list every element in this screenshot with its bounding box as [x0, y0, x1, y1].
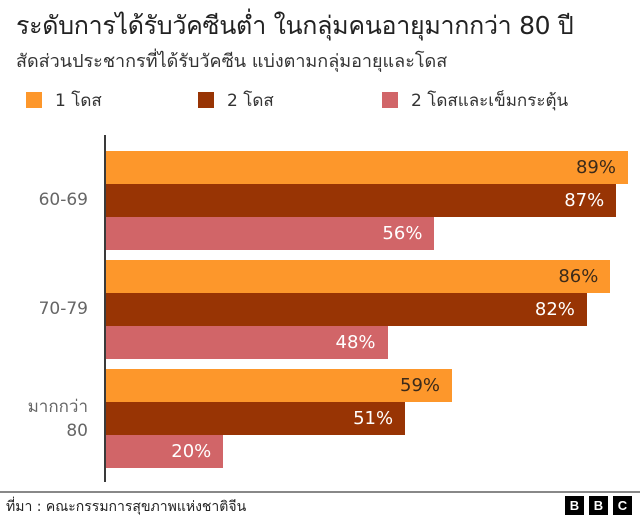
bar-value-label: 89% — [575, 157, 616, 178]
source-text: ที่มา : คณะกรรมการสุขภาพแห่งชาติจีน — [6, 499, 247, 515]
bar: 87% — [106, 184, 617, 217]
chart-title: ระดับการได้รับวัคซีนต่ำ ในกลุ่มคนอายุมาก… — [16, 11, 574, 40]
bar-value-label: 20% — [171, 441, 212, 462]
y-axis-line — [104, 135, 106, 482]
legend-swatch — [26, 92, 42, 108]
legend-label: 1 โดส — [55, 90, 102, 111]
bar-value-label: 59% — [400, 375, 441, 396]
bar-value-label: 87% — [564, 190, 605, 211]
chart-subtitle: สัดส่วนประชากรที่ได้รับวัคซีน แบ่งตามกลุ… — [16, 51, 448, 72]
legend-label: 2 โดส — [227, 90, 274, 111]
category-label: 60-69 — [38, 190, 88, 210]
legend-swatch — [198, 92, 214, 108]
bar: 86% — [106, 260, 611, 293]
category-label-line: 80 — [66, 421, 88, 441]
bar: 82% — [106, 293, 587, 326]
bbc-logo-letter: B — [589, 496, 608, 515]
bar: 20% — [106, 435, 224, 468]
category-label: มากกว่า 80 — [0, 395, 88, 443]
bar-value-label: 51% — [353, 408, 394, 429]
bar-value-label: 48% — [335, 332, 376, 353]
bar: 51% — [106, 402, 406, 435]
category-label: 70-79 — [38, 299, 88, 319]
legend-item-2-dose-booster: 2 โดสและเข็มกระตุ้น — [382, 90, 568, 111]
bar-value-label: 86% — [558, 266, 599, 287]
bar: 56% — [106, 217, 435, 250]
legend-swatch — [382, 92, 398, 108]
footer-divider — [0, 491, 640, 493]
bar-value-label: 56% — [382, 223, 423, 244]
bar: 48% — [106, 326, 388, 359]
bbc-logo-letter: B — [565, 496, 584, 515]
bbc-logo-letter: C — [613, 496, 632, 515]
bar: 59% — [106, 369, 453, 402]
bar-value-label: 82% — [534, 299, 575, 320]
bbc-logo: B B C — [565, 496, 632, 515]
legend-item-2-dose: 2 โดส — [198, 90, 274, 111]
category-label-line: มากกว่า — [27, 397, 88, 417]
legend-label: 2 โดสและเข็มกระตุ้น — [411, 90, 569, 111]
legend-item-1-dose: 1 โดส — [26, 90, 102, 111]
bar: 89% — [106, 151, 628, 184]
